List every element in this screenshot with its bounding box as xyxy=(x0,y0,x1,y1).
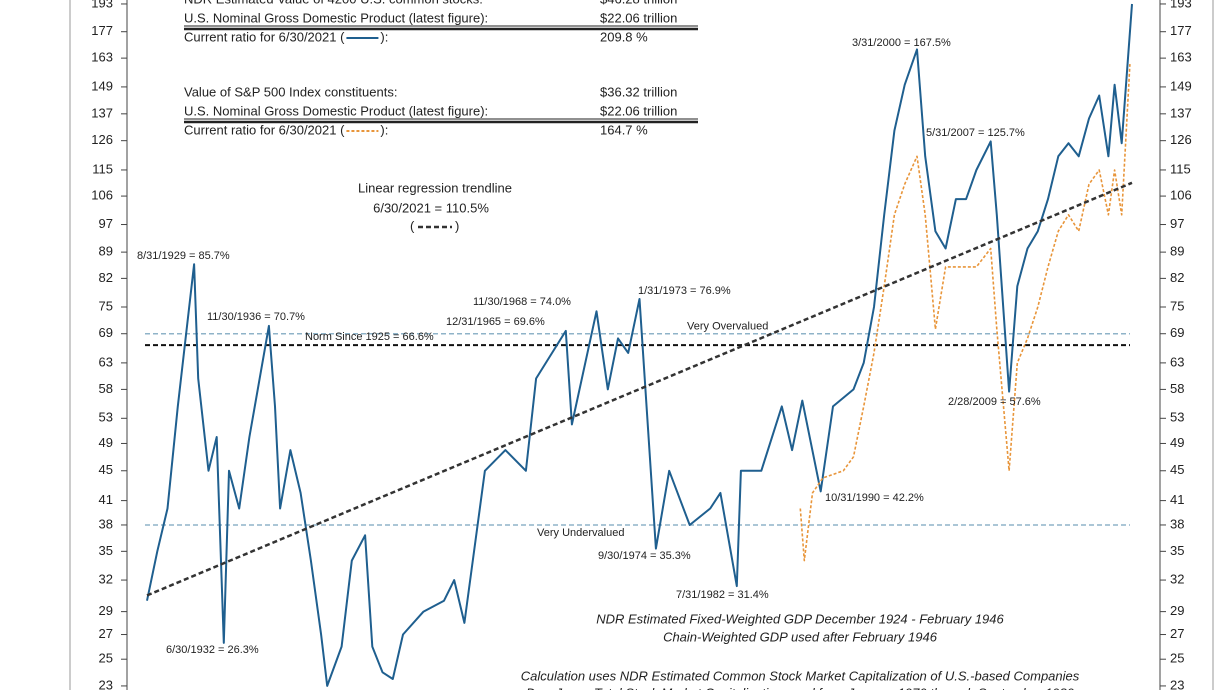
reference-label: Very Undervalued xyxy=(537,527,624,539)
annotation: 6/30/1932 = 26.3% xyxy=(166,644,259,656)
note: NDR Estimated Fixed-Weighted GDP Decembe… xyxy=(596,611,1004,626)
y-tick-label: 27 xyxy=(99,626,113,641)
y-tick-label: 32 xyxy=(99,571,113,586)
header-value: $46.28 trillion xyxy=(600,0,677,6)
y-tick-label: 126 xyxy=(91,132,113,147)
annotation: 7/31/1982 = 31.4% xyxy=(676,589,769,601)
trend-key: ( xyxy=(410,218,415,233)
y-tick-label: 75 xyxy=(99,298,113,313)
y-tick-label: 38 xyxy=(99,516,113,531)
y2-tick-label: 49 xyxy=(1170,435,1184,450)
y-tick-label: 115 xyxy=(92,161,113,176)
series-line xyxy=(799,64,1131,562)
header-value: $36.32 trillion xyxy=(600,84,677,99)
y2-tick-label: 29 xyxy=(1170,603,1184,618)
trendline xyxy=(146,181,1133,597)
note: Calculation uses NDR Estimated Common St… xyxy=(521,668,1080,683)
y2-tick-label: 35 xyxy=(1170,543,1184,558)
y-tick-label: 58 xyxy=(99,381,113,396)
y-tick-label: 23 xyxy=(99,677,113,690)
header-ratio-label: ): xyxy=(380,122,388,137)
trend-date-label: 6/30/2021 = 110.5% xyxy=(373,200,489,215)
annotation: 12/31/1965 = 69.6% xyxy=(446,316,545,328)
y-tick-label: 25 xyxy=(99,651,113,666)
y2-tick-label: 63 xyxy=(1170,354,1184,369)
annotation: 10/31/1990 = 42.2% xyxy=(825,492,924,504)
y-tick-label: 177 xyxy=(91,23,113,38)
annotation: 11/30/1968 = 74.0% xyxy=(473,296,571,308)
trend-key: ) xyxy=(455,218,459,233)
header-ratio-value: 209.8 % xyxy=(600,29,648,44)
annotation: 9/30/1974 = 35.3% xyxy=(598,550,691,562)
y2-tick-label: 115 xyxy=(1170,161,1191,176)
annotation: 11/30/1936 = 70.7% xyxy=(207,311,305,323)
annotation: 5/31/2007 = 125.7% xyxy=(926,127,1025,139)
y-tick-label: 82 xyxy=(99,270,113,285)
trend-label: Linear regression trendline xyxy=(358,180,512,195)
y-tick-label: 29 xyxy=(99,603,113,618)
y2-tick-label: 69 xyxy=(1170,325,1184,340)
y-tick-label: 69 xyxy=(99,325,113,340)
y2-tick-label: 38 xyxy=(1170,516,1184,531)
y2-tick-label: 106 xyxy=(1170,188,1192,203)
y2-tick-label: 177 xyxy=(1170,23,1192,38)
reference-label: Very Overvalued xyxy=(687,321,768,333)
y2-tick-label: 89 xyxy=(1170,244,1184,259)
y-tick-label: 97 xyxy=(99,216,113,231)
y2-tick-label: 82 xyxy=(1170,270,1184,285)
y2-tick-label: 45 xyxy=(1170,462,1184,477)
y2-tick-label: 75 xyxy=(1170,298,1184,313)
series-line xyxy=(146,3,1133,687)
header-ratio-label: ): xyxy=(380,29,388,44)
y-tick-label: 35 xyxy=(99,543,113,558)
annotation: 3/31/2000 = 167.5% xyxy=(852,37,951,49)
header-value: $22.06 trillion xyxy=(600,10,677,25)
y-tick-label: 63 xyxy=(99,354,113,369)
y-tick-label: 45 xyxy=(99,462,113,477)
y-tick-label: 53 xyxy=(99,410,113,425)
header-value: $22.06 trillion xyxy=(600,103,677,118)
header-ratio-label: Current ratio for 6/30/2021 ( xyxy=(184,29,345,44)
y2-tick-label: 23 xyxy=(1170,677,1184,690)
y2-tick-label: 193 xyxy=(1170,0,1192,10)
reference-label: Norm Since 1925 = 66.6% xyxy=(305,331,434,343)
header-label: U.S. Nominal Gross Domestic Product (lat… xyxy=(184,10,488,25)
y2-tick-label: 32 xyxy=(1170,571,1184,586)
y2-tick-label: 163 xyxy=(1170,50,1192,65)
y-tick-label: 106 xyxy=(91,188,113,203)
annotation: 1/31/1973 = 76.9% xyxy=(638,285,731,297)
header-label: NDR Estimated Value of 4200 U.S. common … xyxy=(184,0,483,6)
y2-tick-label: 126 xyxy=(1170,132,1192,147)
header-label: Value of S&P 500 Index constituents: xyxy=(184,84,397,99)
y-tick-label: 163 xyxy=(91,50,113,65)
y2-tick-label: 137 xyxy=(1170,105,1192,120)
y2-tick-label: 53 xyxy=(1170,410,1184,425)
y-tick-label: 149 xyxy=(91,78,113,93)
header-ratio-label: Current ratio for 6/30/2021 ( xyxy=(184,122,345,137)
annotation: 2/28/2009 = 57.6% xyxy=(948,396,1041,408)
y2-tick-label: 58 xyxy=(1170,381,1184,396)
header-ratio-value: 164.7 % xyxy=(600,122,648,137)
y-tick-label: 137 xyxy=(91,105,113,120)
y2-tick-label: 97 xyxy=(1170,216,1184,231)
annotation: 8/31/1929 = 85.7% xyxy=(137,250,230,262)
y2-tick-label: 27 xyxy=(1170,626,1184,641)
y-tick-label: 193 xyxy=(91,0,113,10)
note: Chain-Weighted GDP used after February 1… xyxy=(663,629,938,644)
y-tick-label: 41 xyxy=(99,492,113,507)
y2-tick-label: 149 xyxy=(1170,78,1192,93)
y-tick-label: 89 xyxy=(99,244,113,259)
y-tick-label: 49 xyxy=(99,435,113,450)
note: Dow Jones Total Stock Market Capitalizat… xyxy=(526,685,1075,690)
header-label: U.S. Nominal Gross Domestic Product (lat… xyxy=(184,103,488,118)
y2-tick-label: 25 xyxy=(1170,651,1184,666)
y2-tick-label: 41 xyxy=(1170,492,1184,507)
